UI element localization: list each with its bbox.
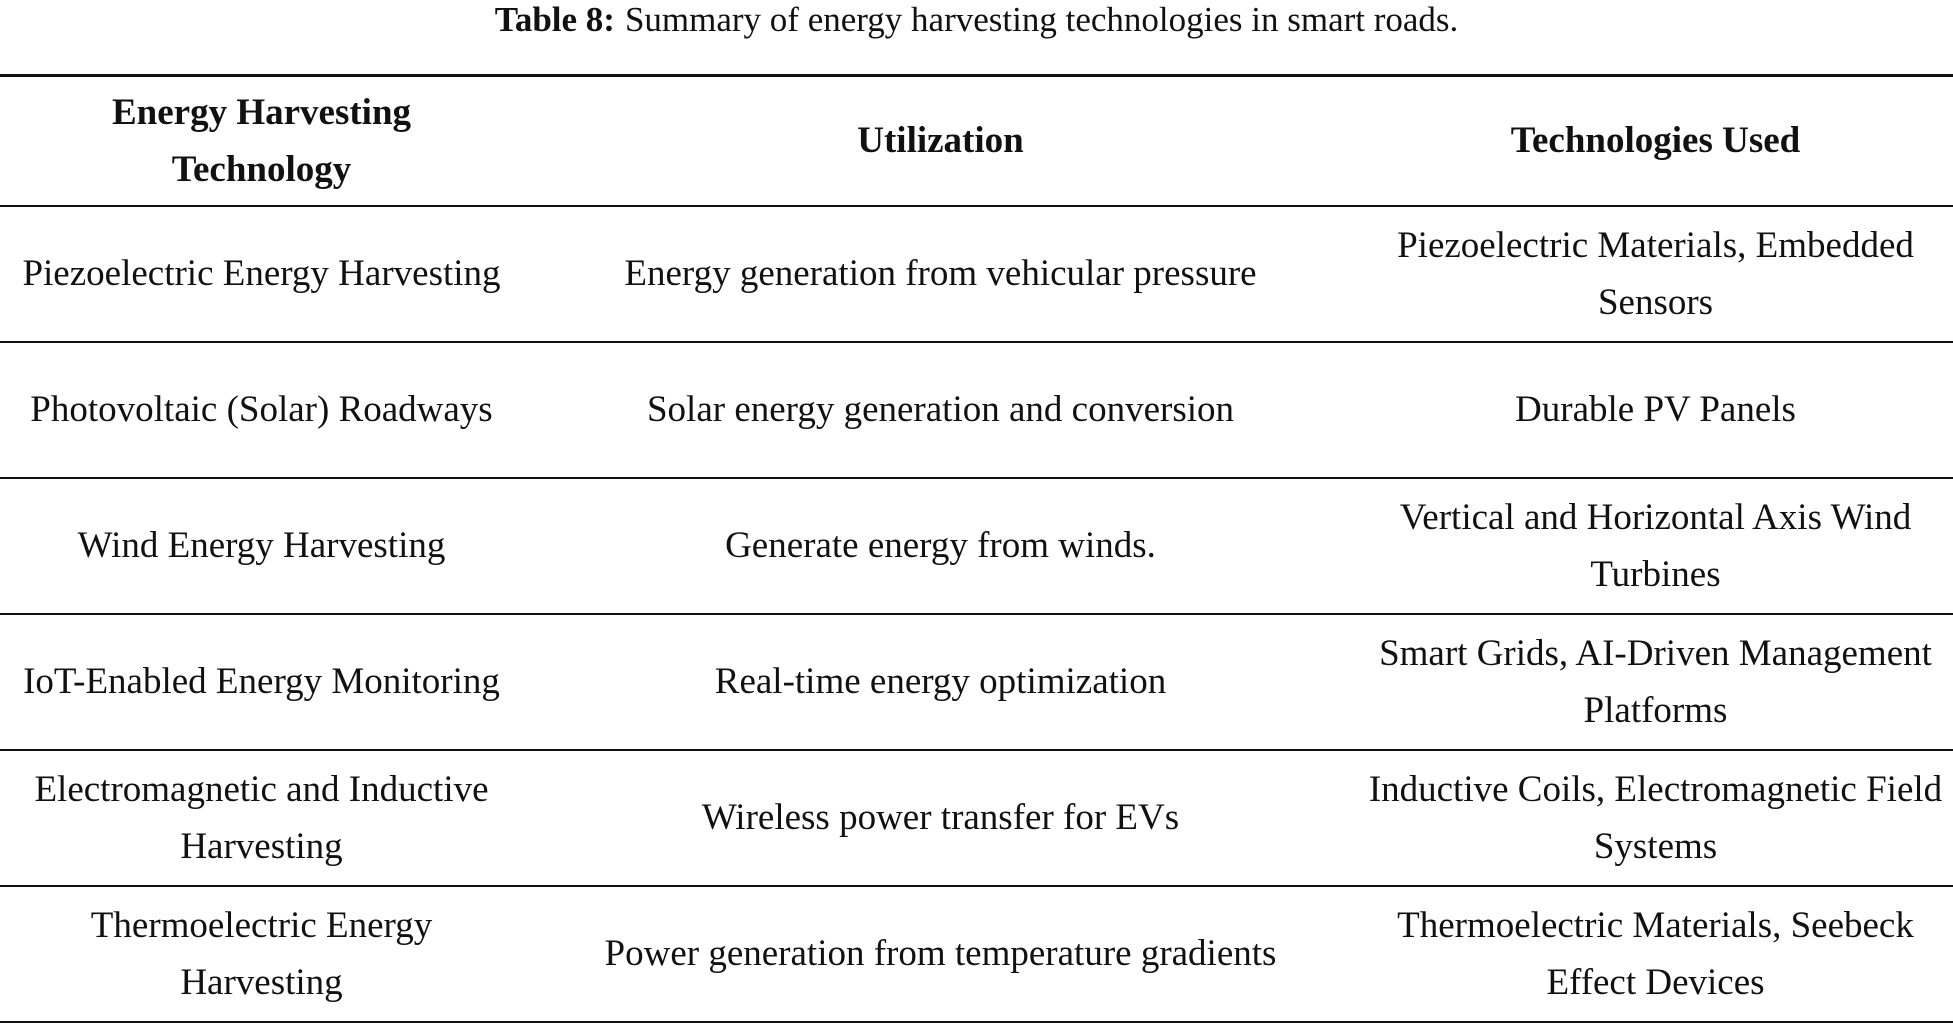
table-cell: Energy generation from vehicular pressur… bbox=[523, 205, 1358, 343]
table-cell: Thermoelectric Energy Harvesting bbox=[0, 885, 523, 1023]
table: Energy Harvesting Technology Utilization T… bbox=[0, 74, 1953, 1023]
table-cell: Piezoelectric Materials, Embedded Sensor… bbox=[1358, 205, 1953, 343]
table-row: IoT-Enabled Energy Monitoring Real-time e… bbox=[0, 613, 1953, 751]
table-row: Photovoltaic (Solar) Roadways Solar energ… bbox=[0, 341, 1953, 479]
table-row: Piezoelectric Energy Harvesting Energy ge… bbox=[0, 205, 1953, 343]
table-cell: Wireless power transfer for EVs bbox=[523, 749, 1358, 887]
table-cell: Smart Grids, AI-Driven Management Platfo… bbox=[1358, 613, 1953, 751]
table-cell: Durable PV Panels bbox=[1358, 341, 1953, 479]
table-cell: Piezoelectric Energy Harvesting bbox=[0, 205, 523, 343]
table-row: Thermoelectric Energy Harvesting Power ge… bbox=[0, 885, 1953, 1023]
table-cell: Wind Energy Harvesting bbox=[0, 477, 523, 615]
table-header: Energy Harvesting Technology Utilization T… bbox=[0, 74, 1953, 207]
table-cell: Thermoelectric Materials, Seebeck Effect… bbox=[1358, 885, 1953, 1023]
table-cell: Electromagnetic and Inductive Harvesting bbox=[0, 749, 523, 887]
caption: Table 8: Summary of energy harvesting tec… bbox=[0, 0, 1953, 40]
header-cell: Utilization bbox=[523, 74, 1358, 207]
table-body: Piezoelectric Energy Harvesting Energy ge… bbox=[0, 205, 1953, 1023]
table-cell: Power generation from temperature gradie… bbox=[523, 885, 1358, 1023]
header-row: Energy Harvesting Technology Utilization T… bbox=[0, 74, 1953, 207]
table-cell: Vertical and Horizontal Axis Wind Turbin… bbox=[1358, 477, 1953, 615]
table-cell: Photovoltaic (Solar) Roadways bbox=[0, 341, 523, 479]
header-cell: Energy Harvesting Technology bbox=[0, 74, 523, 207]
caption-label: Table 8: bbox=[494, 0, 615, 39]
table-cell: Generate energy from winds. bbox=[523, 477, 1358, 615]
table-cell: Inductive Coils, Electromagnetic Field S… bbox=[1358, 749, 1953, 887]
table-row: Electromagnetic and Inductive Harvesting… bbox=[0, 749, 1953, 887]
table-cell: Solar energy generation and conversion bbox=[523, 341, 1358, 479]
header-cell: Technologies Used bbox=[1358, 74, 1953, 207]
table-cell: IoT-Enabled Energy Monitoring bbox=[0, 613, 523, 751]
table-row: Wind Energy Harvesting Generate energy fr… bbox=[0, 477, 1953, 615]
caption-text: Summary of energy harvesting technologie… bbox=[624, 0, 1459, 39]
table-cell: Real-time energy optimization bbox=[523, 613, 1358, 751]
